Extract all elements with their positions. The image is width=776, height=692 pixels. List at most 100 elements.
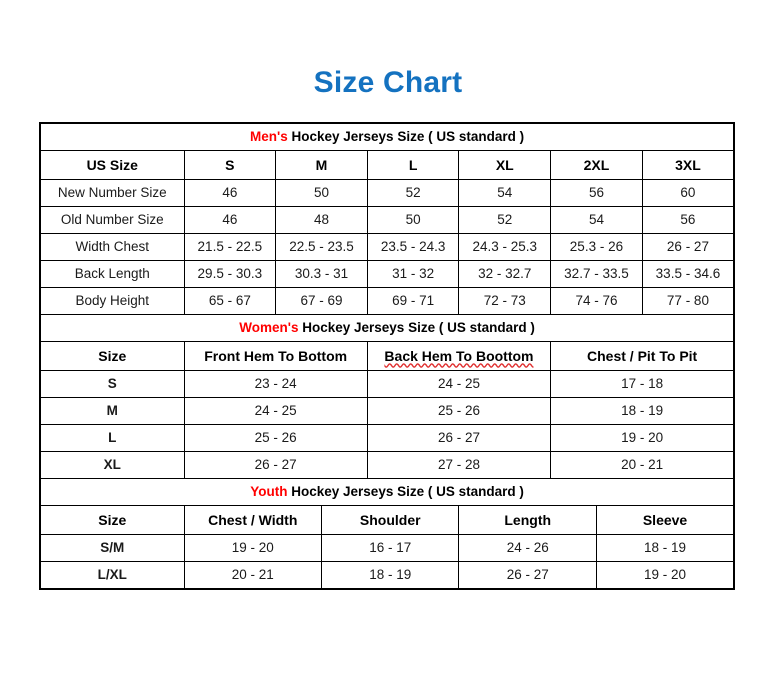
table-row: Back Length 29.5 - 30.3 30.3 - 31 31 - 32 32… xyxy=(39,260,735,288)
cell-mens-2-1: 22.5 - 23.5 xyxy=(275,233,368,261)
cell-womens-0-0: 23 - 24 xyxy=(183,370,368,398)
table-row: XL 26 - 27 27 - 28 20 - 21 xyxy=(39,451,735,479)
cell-mens-3-4: 32.7 - 33.5 xyxy=(550,260,643,288)
cell-youth-0-3: 18 - 19 xyxy=(595,534,735,562)
table-row: S/M 19 - 20 16 - 17 24 - 26 18 - 19 xyxy=(39,534,735,562)
column-header-womens-2: Back Hem To Boottom xyxy=(366,341,552,371)
section-header-rest: Hockey Jerseys Size ( US standard ) xyxy=(298,319,535,335)
section-header-youth: Youth Hockey Jerseys Size ( US standard … xyxy=(39,478,735,506)
cell-youth-0-1: 16 - 17 xyxy=(320,534,460,562)
cell-mens-1-4: 54 xyxy=(550,206,643,234)
column-header-youth-1: Chest / Width xyxy=(183,505,322,535)
column-header-mens-4: XL xyxy=(458,150,552,180)
column-header-row-womens: Size Front Hem To Bottom Back Hem To Boott… xyxy=(39,341,735,371)
cell-youth-1-2: 26 - 27 xyxy=(458,561,597,590)
cell-mens-3-1: 30.3 - 31 xyxy=(275,260,368,288)
section-header-row-womens: Women's Hockey Jerseys Size ( US standar… xyxy=(39,314,735,342)
column-header-mens-0: US Size xyxy=(39,150,185,180)
cell-womens-1-0: 24 - 25 xyxy=(183,397,368,425)
cell-mens-1-5: 56 xyxy=(641,206,735,234)
row-label-mens-3: Back Length xyxy=(39,260,185,288)
cell-youth-1-1: 18 - 19 xyxy=(320,561,460,590)
row-label-youth-0: S/M xyxy=(39,534,185,562)
cell-mens-2-2: 23.5 - 24.3 xyxy=(366,233,460,261)
column-header-mens-1: S xyxy=(183,150,277,180)
cell-mens-0-5: 60 xyxy=(641,179,735,207)
row-label-mens-4: Body Height xyxy=(39,287,185,315)
column-header-womens-0: Size xyxy=(39,341,185,371)
section-header-accent: Women's xyxy=(239,319,299,335)
row-label-youth-1: L/XL xyxy=(39,561,185,590)
cell-mens-0-0: 46 xyxy=(183,179,277,207)
table-row: New Number Size 46 50 52 54 56 60 xyxy=(39,179,735,207)
size-chart-table: Men's Hockey Jerseys Size ( US standard … xyxy=(39,122,736,590)
cell-mens-1-2: 50 xyxy=(366,206,460,234)
section-header-row-youth: Youth Hockey Jerseys Size ( US standard … xyxy=(39,478,735,506)
cell-mens-2-4: 25.3 - 26 xyxy=(550,233,643,261)
cell-mens-4-1: 67 - 69 xyxy=(275,287,368,315)
cell-mens-0-3: 54 xyxy=(458,179,552,207)
cell-mens-1-3: 52 xyxy=(458,206,552,234)
row-label-mens-1: Old Number Size xyxy=(39,206,185,234)
section-header-accent: Men's xyxy=(250,128,288,144)
cell-youth-0-0: 19 - 20 xyxy=(183,534,322,562)
row-label-womens-1: M xyxy=(39,397,185,425)
misspelled-text: Back Hem To Boottom xyxy=(384,347,534,364)
column-header-mens-2: M xyxy=(275,150,368,180)
cell-youth-1-3: 19 - 20 xyxy=(595,561,735,590)
column-header-youth-2: Shoulder xyxy=(320,505,460,535)
section-header-accent: Youth xyxy=(250,483,288,499)
cell-womens-1-1: 25 - 26 xyxy=(366,397,552,425)
column-header-youth-3: Length xyxy=(458,505,597,535)
table-row: Old Number Size 46 48 50 52 54 56 xyxy=(39,206,735,234)
table-row: Width Chest 21.5 - 22.5 22.5 - 23.5 23.5 - … xyxy=(39,233,735,261)
cell-mens-3-3: 32 - 32.7 xyxy=(458,260,552,288)
column-header-row-youth: Size Chest / Width Shoulder Length Sleeve xyxy=(39,505,735,535)
cell-youth-1-0: 20 - 21 xyxy=(183,561,322,590)
cell-womens-2-0: 25 - 26 xyxy=(183,424,368,452)
cell-womens-1-2: 18 - 19 xyxy=(550,397,735,425)
column-header-mens-3: L xyxy=(366,150,460,180)
cell-womens-0-1: 24 - 25 xyxy=(366,370,552,398)
table-row: S 23 - 24 24 - 25 17 - 18 xyxy=(39,370,735,398)
cell-mens-4-0: 65 - 67 xyxy=(183,287,277,315)
row-label-womens-0: S xyxy=(39,370,185,398)
cell-womens-3-2: 20 - 21 xyxy=(550,451,735,479)
cell-womens-3-1: 27 - 28 xyxy=(366,451,552,479)
cell-mens-2-5: 26 - 27 xyxy=(641,233,735,261)
cell-mens-1-0: 46 xyxy=(183,206,277,234)
column-header-womens-1: Front Hem To Bottom xyxy=(183,341,368,371)
size-chart-tables: Men's Hockey Jerseys Size ( US standard … xyxy=(39,122,736,590)
table-row: M 24 - 25 25 - 26 18 - 19 xyxy=(39,397,735,425)
column-header-womens-3: Chest / Pit To Pit xyxy=(550,341,735,371)
cell-mens-3-2: 31 - 32 xyxy=(366,260,460,288)
cell-youth-0-2: 24 - 26 xyxy=(458,534,597,562)
section-header-rest: Hockey Jerseys Size ( US standard ) xyxy=(287,128,525,144)
column-header-youth-4: Sleeve xyxy=(595,505,735,535)
cell-mens-4-4: 74 - 76 xyxy=(550,287,643,315)
row-label-mens-0: New Number Size xyxy=(39,179,185,207)
cell-mens-3-0: 29.5 - 30.3 xyxy=(183,260,277,288)
cell-womens-2-1: 26 - 27 xyxy=(366,424,552,452)
cell-womens-0-2: 17 - 18 xyxy=(550,370,735,398)
column-header-mens-5: 2XL xyxy=(550,150,643,180)
section-header-row-mens: Men's Hockey Jerseys Size ( US standard … xyxy=(39,122,735,151)
cell-mens-4-3: 72 - 73 xyxy=(458,287,552,315)
cell-womens-3-0: 26 - 27 xyxy=(183,451,368,479)
column-header-youth-0: Size xyxy=(39,505,185,535)
row-label-mens-2: Width Chest xyxy=(39,233,185,261)
row-label-womens-3: XL xyxy=(39,451,185,479)
table-row: L/XL 20 - 21 18 - 19 26 - 27 19 - 20 xyxy=(39,561,735,590)
page-title: Size Chart xyxy=(313,66,463,99)
cell-mens-0-2: 52 xyxy=(366,179,460,207)
cell-mens-0-4: 56 xyxy=(550,179,643,207)
section-header-mens: Men's Hockey Jerseys Size ( US standard … xyxy=(39,122,735,151)
table-row: Body Height 65 - 67 67 - 69 69 - 71 72 - 73 7… xyxy=(39,287,735,315)
cell-mens-4-2: 69 - 71 xyxy=(366,287,460,315)
cell-mens-4-5: 77 - 80 xyxy=(641,287,735,315)
cell-mens-1-1: 48 xyxy=(275,206,368,234)
cell-mens-2-0: 21.5 - 22.5 xyxy=(183,233,277,261)
section-header-rest: Hockey Jerseys Size ( US standard ) xyxy=(287,483,524,499)
cell-mens-0-1: 50 xyxy=(275,179,368,207)
